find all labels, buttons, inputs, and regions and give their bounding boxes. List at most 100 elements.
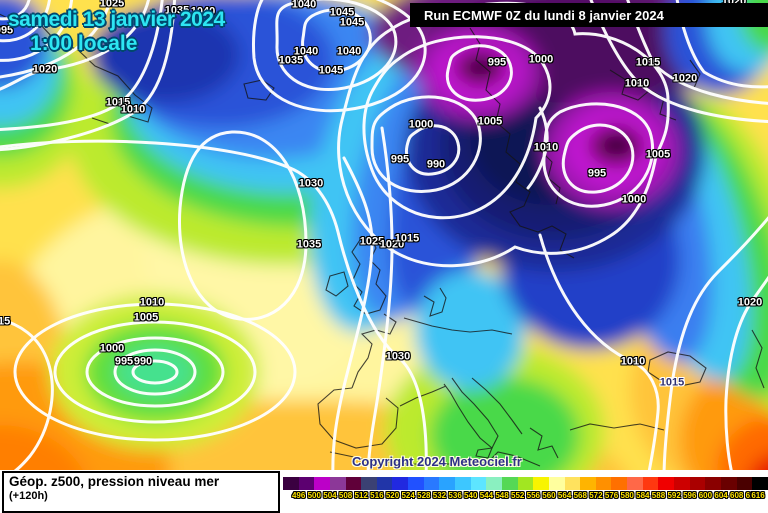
legend-bar: Géop. z500, pression niveau mer (+120h) … xyxy=(0,470,768,513)
scale-swatch xyxy=(611,477,628,490)
scale-label: 572 xyxy=(589,491,603,500)
pressure-label: 1020 xyxy=(32,63,58,76)
scale-label: 516 xyxy=(370,491,384,500)
scale-swatch xyxy=(595,477,612,490)
scale-swatch xyxy=(376,477,393,490)
scale-swatch xyxy=(752,477,768,490)
scale-label: 592 xyxy=(667,491,681,500)
legend-title-box: Géop. z500, pression niveau mer (+120h) xyxy=(2,471,280,513)
pressure-label: 1010 xyxy=(120,103,146,116)
pressure-label: 1010 xyxy=(533,141,559,154)
scale-label: 536 xyxy=(448,491,462,500)
pressure-label: 995 xyxy=(390,153,410,166)
pressure-label: 1010 xyxy=(624,77,650,90)
scale-label: 564 xyxy=(557,491,572,500)
scale-label: 584 xyxy=(636,491,650,500)
scale-swatch xyxy=(705,477,721,490)
scale-label: 600 xyxy=(698,491,713,500)
pressure-label: 1005 xyxy=(133,311,159,324)
pressure-label: 1035 xyxy=(164,4,190,17)
weather-map: 1025103510409951020101510101040104510451… xyxy=(0,0,768,470)
pressure-contours xyxy=(0,0,768,470)
scale-swatch xyxy=(314,477,330,490)
scale-swatch xyxy=(361,477,377,490)
pressure-label: 990 xyxy=(133,355,153,368)
legend-forecast-step: (+120h) xyxy=(9,489,48,502)
pressure-label: 1005 xyxy=(477,115,503,128)
scale-label: 616 xyxy=(751,491,765,500)
pressure-label: 1025 xyxy=(99,0,125,10)
scale-swatch xyxy=(720,477,737,490)
scale-label: 524 xyxy=(401,491,415,500)
pressure-label: 990 xyxy=(426,158,446,171)
scale-swatch xyxy=(298,477,315,490)
scale-label: 580 xyxy=(620,491,634,500)
pressure-label: 1020 xyxy=(737,296,763,309)
pressure-label: 1000 xyxy=(99,342,125,355)
scale-label: 576 xyxy=(604,491,619,500)
scale-label: 528 xyxy=(417,491,431,500)
scale-label: 560 xyxy=(542,491,556,500)
pressure-label: 1015 xyxy=(635,56,661,69)
pressure-label: 1015 xyxy=(0,315,11,328)
scale-swatch xyxy=(408,477,424,490)
scale-swatch xyxy=(283,477,299,490)
scale-label: 568 xyxy=(573,491,587,500)
scale-label: 540 xyxy=(464,491,478,500)
scale-swatch xyxy=(501,477,518,490)
pressure-label: 1040 xyxy=(336,45,362,58)
scale-swatch xyxy=(658,477,675,490)
pressure-label: 1035 xyxy=(278,54,304,67)
scale-swatch xyxy=(674,477,690,490)
scale-label: 496 xyxy=(291,491,306,500)
scale-swatch xyxy=(689,477,706,490)
pressure-label: 995 xyxy=(587,167,607,180)
pressure-label: 1045 xyxy=(318,64,344,77)
scale-swatch xyxy=(736,477,753,490)
pressure-label: 995 xyxy=(0,24,14,37)
scale-label: 500 xyxy=(307,491,321,500)
pressure-label: 1045 xyxy=(329,6,355,19)
pressure-label: 1000 xyxy=(528,53,554,66)
pressure-label: 1015 xyxy=(394,232,420,245)
scale-label: 520 xyxy=(385,491,400,500)
geopotential-field-image xyxy=(0,0,768,470)
run-info-box: Run ECMWF 0Z du lundi 8 janvier 2024 xyxy=(410,3,768,27)
scale-label: 588 xyxy=(651,491,666,500)
pressure-label: 1035 xyxy=(296,238,322,251)
pressure-label: 1000 xyxy=(408,118,434,131)
scale-label: 556 xyxy=(526,491,540,500)
scale-swatch xyxy=(470,477,487,490)
pressure-label: 1040 xyxy=(291,0,317,11)
legend-title: Géop. z500, pression niveau mer xyxy=(9,474,220,489)
scale-label: 532 xyxy=(432,491,447,500)
color-scale xyxy=(283,477,768,490)
scale-swatch xyxy=(455,477,471,490)
pressure-label: 1040 xyxy=(190,5,216,18)
scale-swatch xyxy=(329,477,346,490)
scale-label: 604 xyxy=(714,491,728,500)
time-line: 1:00 locale xyxy=(30,32,138,56)
run-info-text: Run ECMWF 0Z du lundi 8 janvier 2024 xyxy=(424,7,664,23)
pressure-label: 1020 xyxy=(672,72,698,85)
pressure-label: 1015 xyxy=(659,376,685,389)
pressure-label: 1025 xyxy=(359,235,385,248)
copyright-text: Copyright 2024 Meteociel.fr xyxy=(352,454,522,469)
pressure-label: 1000 xyxy=(621,193,647,206)
scale-swatch xyxy=(627,477,643,490)
scale-swatch xyxy=(642,477,659,490)
pressure-label: 995 xyxy=(114,355,134,368)
pressure-label: 995 xyxy=(487,56,507,69)
date-overlay: samedi 13 janvier 2024 1:00 locale xyxy=(8,8,225,56)
scale-label: 612 xyxy=(745,491,760,500)
scale-swatch xyxy=(439,477,456,490)
pressure-label: 1020 xyxy=(379,238,405,251)
scale-label: 552 xyxy=(510,491,525,500)
scale-label: 508 xyxy=(338,491,353,500)
scale-label: 596 xyxy=(683,491,697,500)
scale-label: 548 xyxy=(495,491,509,500)
scale-swatch xyxy=(564,477,581,490)
scale-label: 608 xyxy=(730,491,744,500)
scale-label: 544 xyxy=(479,491,494,500)
